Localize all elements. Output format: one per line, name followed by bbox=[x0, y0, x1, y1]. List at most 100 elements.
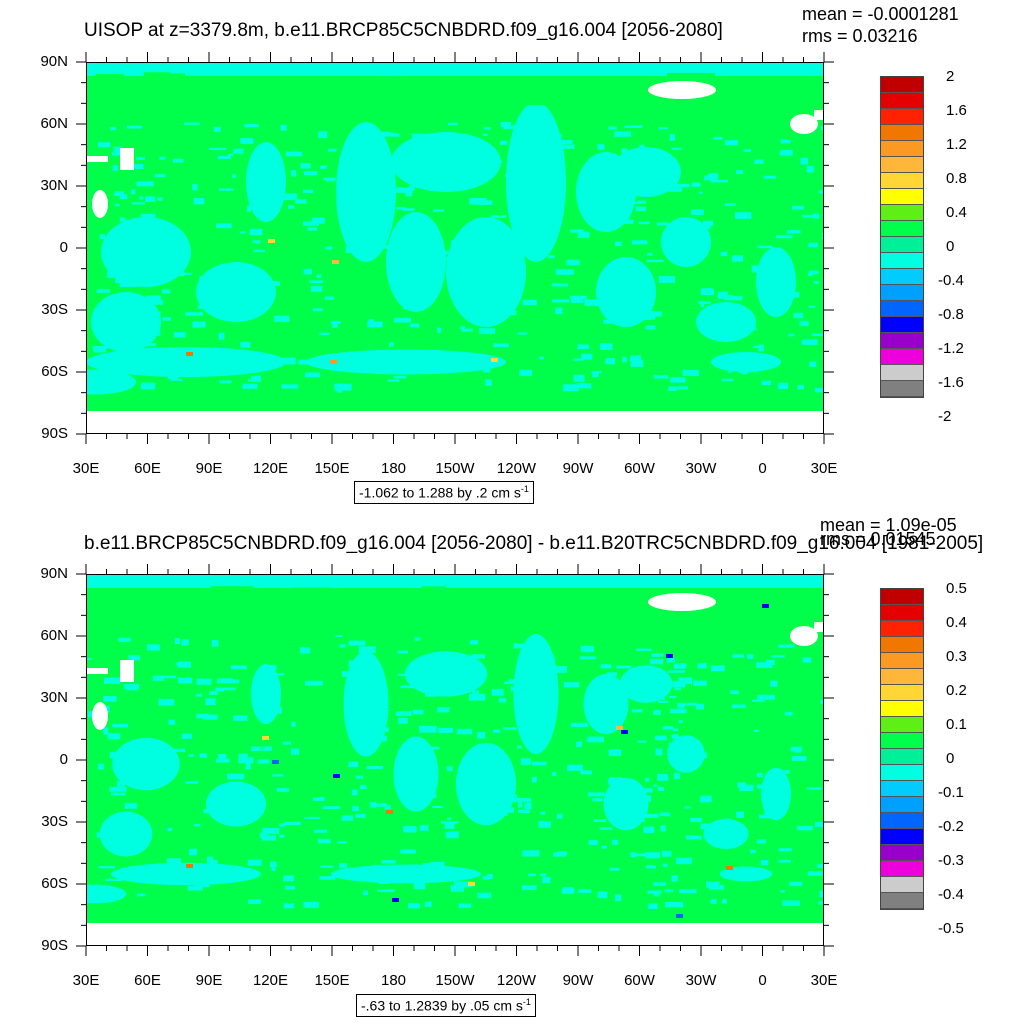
negative-cell bbox=[723, 818, 731, 825]
negative-cell bbox=[661, 850, 672, 857]
negative-cell bbox=[283, 875, 294, 882]
negative-cell bbox=[438, 727, 453, 733]
negative-cell bbox=[367, 321, 383, 328]
negative-cell bbox=[152, 675, 165, 681]
positive-cell bbox=[237, 606, 257, 611]
colorbar-swatch bbox=[881, 125, 923, 141]
land-mask bbox=[86, 156, 108, 162]
negative-cell bbox=[548, 134, 563, 137]
negative-cell bbox=[700, 823, 713, 830]
negative-cell bbox=[645, 777, 650, 782]
negative-cell bbox=[406, 802, 418, 807]
negative-cell bbox=[192, 321, 206, 328]
negative-cell bbox=[485, 379, 492, 386]
negative-cell bbox=[303, 189, 314, 193]
negative-cell bbox=[111, 152, 122, 156]
positive-cell bbox=[210, 605, 245, 615]
negative-cell bbox=[635, 182, 652, 185]
negative-cell bbox=[797, 384, 805, 390]
colorbar-swatch bbox=[881, 877, 923, 893]
negative-cell bbox=[189, 848, 198, 856]
anomaly-cell bbox=[468, 882, 475, 886]
colorbar-swatch bbox=[881, 685, 923, 701]
positive-cell bbox=[739, 100, 785, 108]
anomaly-cell bbox=[616, 726, 623, 730]
negative-cell bbox=[112, 723, 129, 728]
negative-cell bbox=[181, 733, 193, 739]
negative-cell bbox=[134, 222, 151, 228]
negative-cell bbox=[654, 735, 667, 741]
negative-cell bbox=[513, 643, 526, 649]
negative-cell bbox=[493, 343, 509, 348]
negative-cell bbox=[259, 832, 269, 838]
negative-cell bbox=[196, 693, 203, 697]
negative-cell bbox=[731, 704, 746, 709]
negative-cell bbox=[588, 840, 598, 846]
negative-cell bbox=[693, 756, 701, 762]
negative-cell bbox=[659, 812, 670, 817]
negative-cell bbox=[372, 242, 382, 249]
negative-cell bbox=[224, 687, 236, 691]
positive-cell bbox=[580, 82, 605, 88]
x-tick-label: 180 bbox=[380, 460, 407, 477]
negative-cell bbox=[597, 167, 603, 173]
negative-cell bbox=[158, 675, 177, 679]
negative-cell bbox=[417, 786, 427, 791]
negative-cell bbox=[419, 824, 429, 831]
negative-region bbox=[661, 217, 711, 267]
negative-cell bbox=[630, 360, 644, 367]
negative-cell bbox=[807, 272, 813, 276]
negative-cell bbox=[784, 711, 793, 716]
negative-cell bbox=[378, 879, 390, 884]
negative-cell bbox=[802, 214, 820, 218]
negative-cell bbox=[268, 280, 281, 286]
negative-cell bbox=[451, 667, 460, 671]
negative-cell bbox=[535, 718, 541, 723]
negative-cell bbox=[809, 361, 817, 367]
positive-cell bbox=[95, 73, 124, 83]
negative-cell bbox=[269, 861, 277, 868]
negative-cell bbox=[269, 664, 277, 671]
negative-cell bbox=[592, 712, 608, 719]
negative-cell bbox=[117, 242, 136, 247]
negative-cell bbox=[157, 197, 163, 201]
negative-cell bbox=[483, 368, 491, 373]
negative-cell bbox=[601, 845, 608, 849]
positive-cell bbox=[785, 611, 810, 619]
negative-cell bbox=[657, 700, 669, 703]
axis-ticks bbox=[76, 52, 834, 444]
colorbar-swatch bbox=[881, 189, 923, 205]
negative-cell bbox=[815, 822, 824, 827]
negative-cell bbox=[766, 659, 775, 665]
negative-cell bbox=[245, 762, 251, 770]
colorbar-swatch bbox=[881, 77, 923, 93]
negative-cell bbox=[341, 670, 349, 677]
negative-cell bbox=[433, 209, 444, 213]
negative-cell bbox=[211, 640, 219, 647]
negative-cell bbox=[366, 766, 383, 770]
negative-cell bbox=[307, 226, 318, 231]
negative-region bbox=[393, 736, 439, 812]
negative-region bbox=[619, 665, 673, 703]
negative-cell bbox=[576, 741, 582, 748]
negative-cell bbox=[139, 196, 144, 200]
negative-cell bbox=[566, 259, 580, 266]
negative-cell bbox=[672, 747, 689, 754]
negative-cell bbox=[612, 203, 621, 206]
negative-cell bbox=[477, 892, 492, 899]
negative-cell bbox=[339, 644, 346, 648]
colorbar-swatch bbox=[881, 221, 923, 237]
colorbar-label: -0.1 bbox=[938, 784, 964, 801]
negative-cell bbox=[678, 677, 692, 685]
negative-cell bbox=[119, 194, 128, 200]
negative-cell bbox=[570, 295, 587, 299]
negative-cell bbox=[780, 890, 785, 893]
positive-cell bbox=[286, 83, 321, 87]
negative-cell bbox=[806, 787, 822, 790]
negative-cell bbox=[193, 198, 205, 205]
negative-cell bbox=[577, 231, 590, 239]
land-mask bbox=[120, 148, 134, 170]
x-tick-label: 60W bbox=[624, 460, 655, 477]
positive-cell bbox=[321, 593, 371, 601]
negative-cell bbox=[625, 177, 638, 182]
